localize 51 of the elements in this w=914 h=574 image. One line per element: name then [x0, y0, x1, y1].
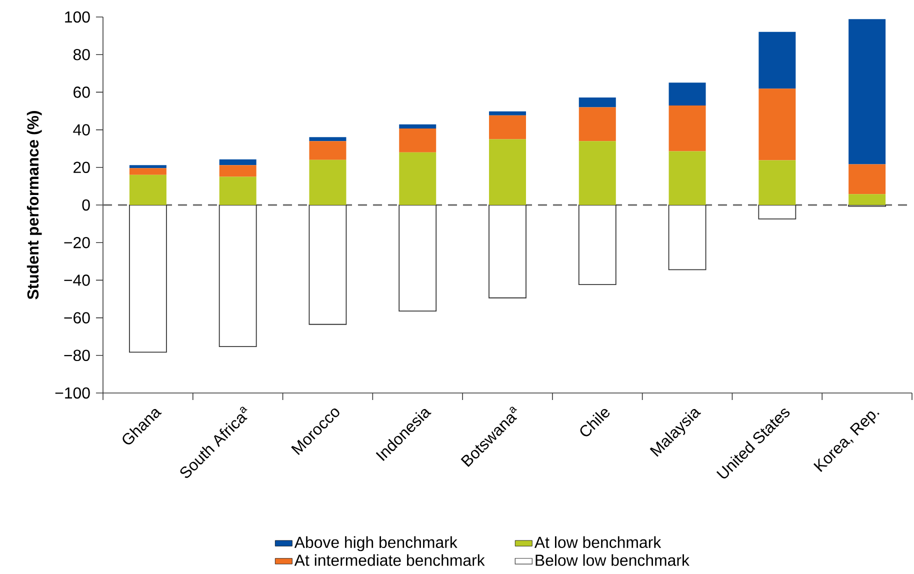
- bar: [399, 124, 436, 128]
- bar: [488, 204, 526, 298]
- bar: [398, 204, 437, 312]
- bar: [399, 152, 436, 205]
- bar: [668, 204, 706, 270]
- bar: [309, 137, 346, 142]
- bar: [758, 88, 796, 160]
- bar: [128, 204, 167, 353]
- bar: [219, 159, 256, 166]
- legend-label: At intermediate benchmark: [294, 554, 485, 566]
- bar: [848, 194, 886, 205]
- y-tick-label: −60: [64, 312, 90, 324]
- bar: [308, 204, 347, 325]
- y-tick-label: −20: [64, 236, 90, 248]
- bar: [219, 165, 256, 177]
- bar: [129, 174, 166, 205]
- legend-label: Below low benchmark: [536, 554, 690, 566]
- legend-label: At low benchmark: [534, 536, 662, 548]
- bar: [309, 160, 346, 205]
- bar: [668, 106, 706, 152]
- bar: [489, 115, 526, 140]
- y-tick-label: 100: [65, 11, 90, 23]
- bar: [309, 141, 346, 160]
- y-tick-label: 20: [74, 162, 90, 174]
- bar: [758, 160, 796, 205]
- y-tick-label: −100: [55, 387, 90, 399]
- bar: [758, 204, 796, 220]
- bar: [129, 168, 166, 175]
- y-axis-title: Student performance (%): [26, 111, 42, 300]
- bar: [668, 82, 706, 106]
- bar: [489, 139, 526, 205]
- bar: [219, 176, 256, 205]
- y-tick-label: −80: [64, 350, 90, 362]
- bar: [578, 107, 616, 142]
- y-tick-label: 80: [73, 48, 90, 60]
- y-tick-label: 60: [74, 86, 90, 98]
- legend-label: Above high benchmark: [294, 536, 458, 552]
- y-tick-label: −40: [64, 274, 90, 286]
- y-tick-label: 0: [82, 199, 90, 211]
- bar: [578, 204, 616, 285]
- bar: [578, 97, 616, 108]
- bar: [129, 165, 166, 168]
- bar: [218, 204, 257, 348]
- bar: [578, 141, 616, 205]
- bar: [848, 164, 886, 194]
- bar: [848, 19, 886, 164]
- bar: [489, 111, 526, 116]
- bar: [399, 128, 436, 152]
- bar: [758, 32, 796, 89]
- bar: [668, 151, 706, 205]
- y-tick-label: 40: [73, 124, 90, 136]
